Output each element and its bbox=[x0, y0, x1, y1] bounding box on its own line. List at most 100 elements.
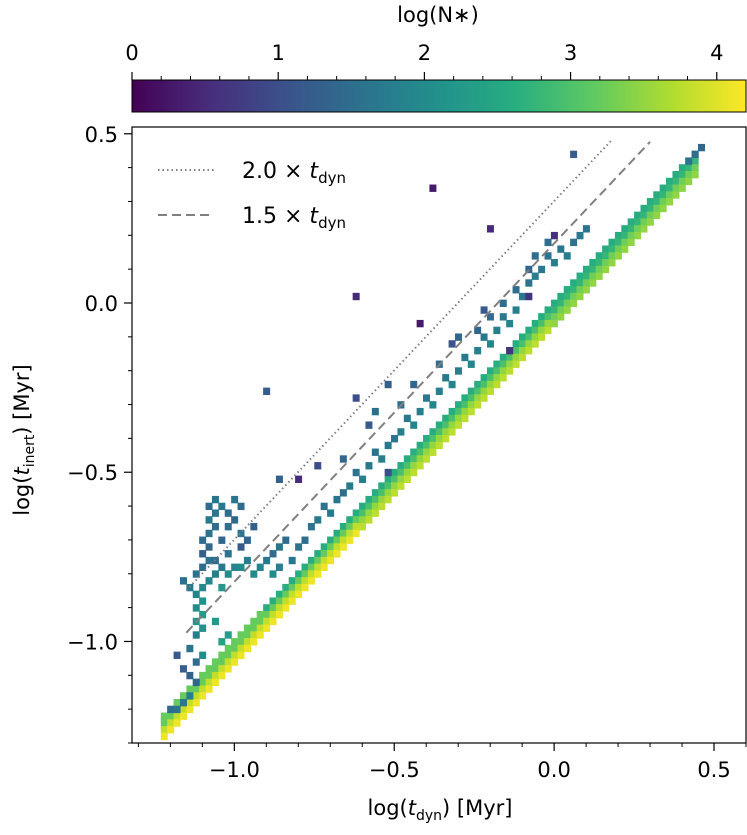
y-axis-label: log(tinert) [Myr] bbox=[10, 364, 38, 516]
heatmap-bin bbox=[506, 360, 514, 368]
heatmap-bin bbox=[301, 577, 309, 585]
heatmap-bin bbox=[243, 638, 251, 646]
heatmap-bin bbox=[218, 658, 226, 666]
heatmap-bin bbox=[621, 225, 629, 233]
heatmap-bin bbox=[307, 570, 315, 578]
heatmap-bin bbox=[339, 543, 347, 551]
heatmap-bin bbox=[582, 279, 590, 287]
heatmap-bin bbox=[576, 231, 584, 240]
heatmap-bin bbox=[435, 428, 443, 436]
heatmap-bin bbox=[448, 414, 456, 423]
heatmap-bin bbox=[659, 184, 667, 192]
heatmap-bin bbox=[282, 536, 290, 544]
heatmap-bin bbox=[563, 299, 571, 307]
heatmap-bin bbox=[627, 218, 635, 226]
heatmap-bin bbox=[416, 319, 424, 328]
heatmap-bin bbox=[186, 671, 194, 680]
heatmap-bin bbox=[186, 699, 194, 707]
y-tick-label: −0.5 bbox=[67, 461, 118, 485]
heatmap-bin bbox=[371, 407, 379, 416]
heatmap-bin bbox=[448, 380, 456, 389]
heatmap-bin bbox=[480, 374, 488, 382]
heatmap-bin bbox=[518, 292, 526, 301]
heatmap-bin bbox=[499, 374, 507, 382]
heatmap-bin bbox=[659, 198, 667, 206]
heatmap-bin bbox=[410, 462, 418, 470]
heatmap-bin bbox=[224, 651, 232, 659]
heatmap-bin bbox=[205, 671, 213, 680]
heatmap-bin bbox=[672, 191, 680, 199]
heatmap-bin bbox=[685, 157, 693, 165]
heatmap-bin bbox=[474, 380, 482, 389]
heatmap-bin bbox=[461, 353, 469, 362]
heatmap-bin bbox=[327, 509, 335, 517]
heatmap-bin bbox=[307, 563, 315, 571]
heatmap-bin bbox=[454, 333, 462, 341]
heatmap-bin bbox=[435, 435, 443, 443]
heatmap-bin bbox=[237, 631, 245, 639]
heatmap-bin bbox=[691, 171, 699, 179]
heatmap-bin bbox=[263, 556, 271, 565]
heatmap-bin bbox=[550, 299, 558, 307]
colorbar-bar bbox=[131, 79, 747, 113]
heatmap-bin bbox=[640, 204, 648, 213]
heatmap-bin bbox=[550, 231, 558, 240]
dashed-line bbox=[185, 141, 651, 634]
heatmap-bin bbox=[589, 259, 597, 267]
heatmap-bin bbox=[301, 583, 309, 592]
heatmap-bin bbox=[570, 286, 578, 294]
heatmap-bin bbox=[160, 712, 168, 720]
heatmap-bin bbox=[275, 597, 283, 605]
heatmap-bin bbox=[295, 577, 303, 585]
heatmap-bin bbox=[691, 164, 699, 172]
heatmap-bin bbox=[275, 543, 283, 551]
heatmap-bin bbox=[378, 495, 386, 504]
heatmap-bin bbox=[486, 225, 494, 233]
heatmap-bin bbox=[531, 326, 539, 335]
heatmap-bin bbox=[499, 353, 507, 362]
heatmap-bin bbox=[384, 441, 392, 450]
legend-label-2x: 2.0 × tdyn bbox=[242, 159, 346, 187]
heatmap-bin bbox=[557, 292, 565, 301]
heatmap-bin bbox=[666, 191, 674, 199]
heatmap-bin bbox=[365, 421, 373, 429]
heatmap-bin bbox=[550, 319, 558, 328]
heatmap-bin bbox=[250, 570, 258, 578]
heatmap-bin bbox=[595, 259, 603, 267]
heatmap-bin bbox=[314, 550, 322, 558]
heatmap-bin bbox=[467, 387, 475, 395]
heatmap-bin bbox=[429, 184, 437, 192]
heatmap-bin bbox=[550, 313, 558, 321]
heatmap-bin bbox=[301, 536, 309, 544]
heatmap-bin bbox=[685, 171, 693, 179]
heatmap-bin bbox=[442, 428, 450, 436]
heatmap-bin bbox=[224, 658, 232, 666]
heatmap-bin bbox=[531, 319, 539, 328]
heatmap-bin bbox=[557, 313, 565, 321]
heatmap-bin bbox=[461, 401, 469, 409]
heatmap-bin bbox=[339, 455, 347, 463]
heatmap-bin bbox=[646, 211, 654, 219]
heatmap-bin bbox=[403, 455, 411, 463]
heatmap-bin bbox=[403, 475, 411, 483]
heatmap-bin bbox=[205, 665, 213, 673]
heatmap-bin bbox=[429, 441, 437, 450]
heatmap-bin bbox=[275, 611, 283, 619]
heatmap-bin bbox=[525, 340, 533, 348]
heatmap-bin bbox=[518, 353, 526, 362]
heatmap-bin bbox=[288, 577, 296, 585]
heatmap-bin bbox=[512, 347, 520, 355]
heatmap-bin bbox=[634, 225, 642, 233]
heatmap-bin bbox=[576, 272, 584, 280]
heatmap-bin bbox=[269, 604, 277, 612]
heatmap-bin bbox=[621, 231, 629, 240]
heatmap-bin bbox=[698, 143, 706, 152]
heatmap-bin bbox=[403, 468, 411, 477]
heatmap-bin bbox=[486, 340, 494, 348]
heatmap-bin bbox=[576, 292, 584, 301]
heatmap-bin bbox=[269, 617, 277, 626]
heatmap-bin bbox=[602, 245, 610, 253]
heatmap-bin bbox=[410, 455, 418, 463]
heatmap-bin bbox=[666, 177, 674, 186]
heatmap-bin bbox=[218, 638, 226, 646]
